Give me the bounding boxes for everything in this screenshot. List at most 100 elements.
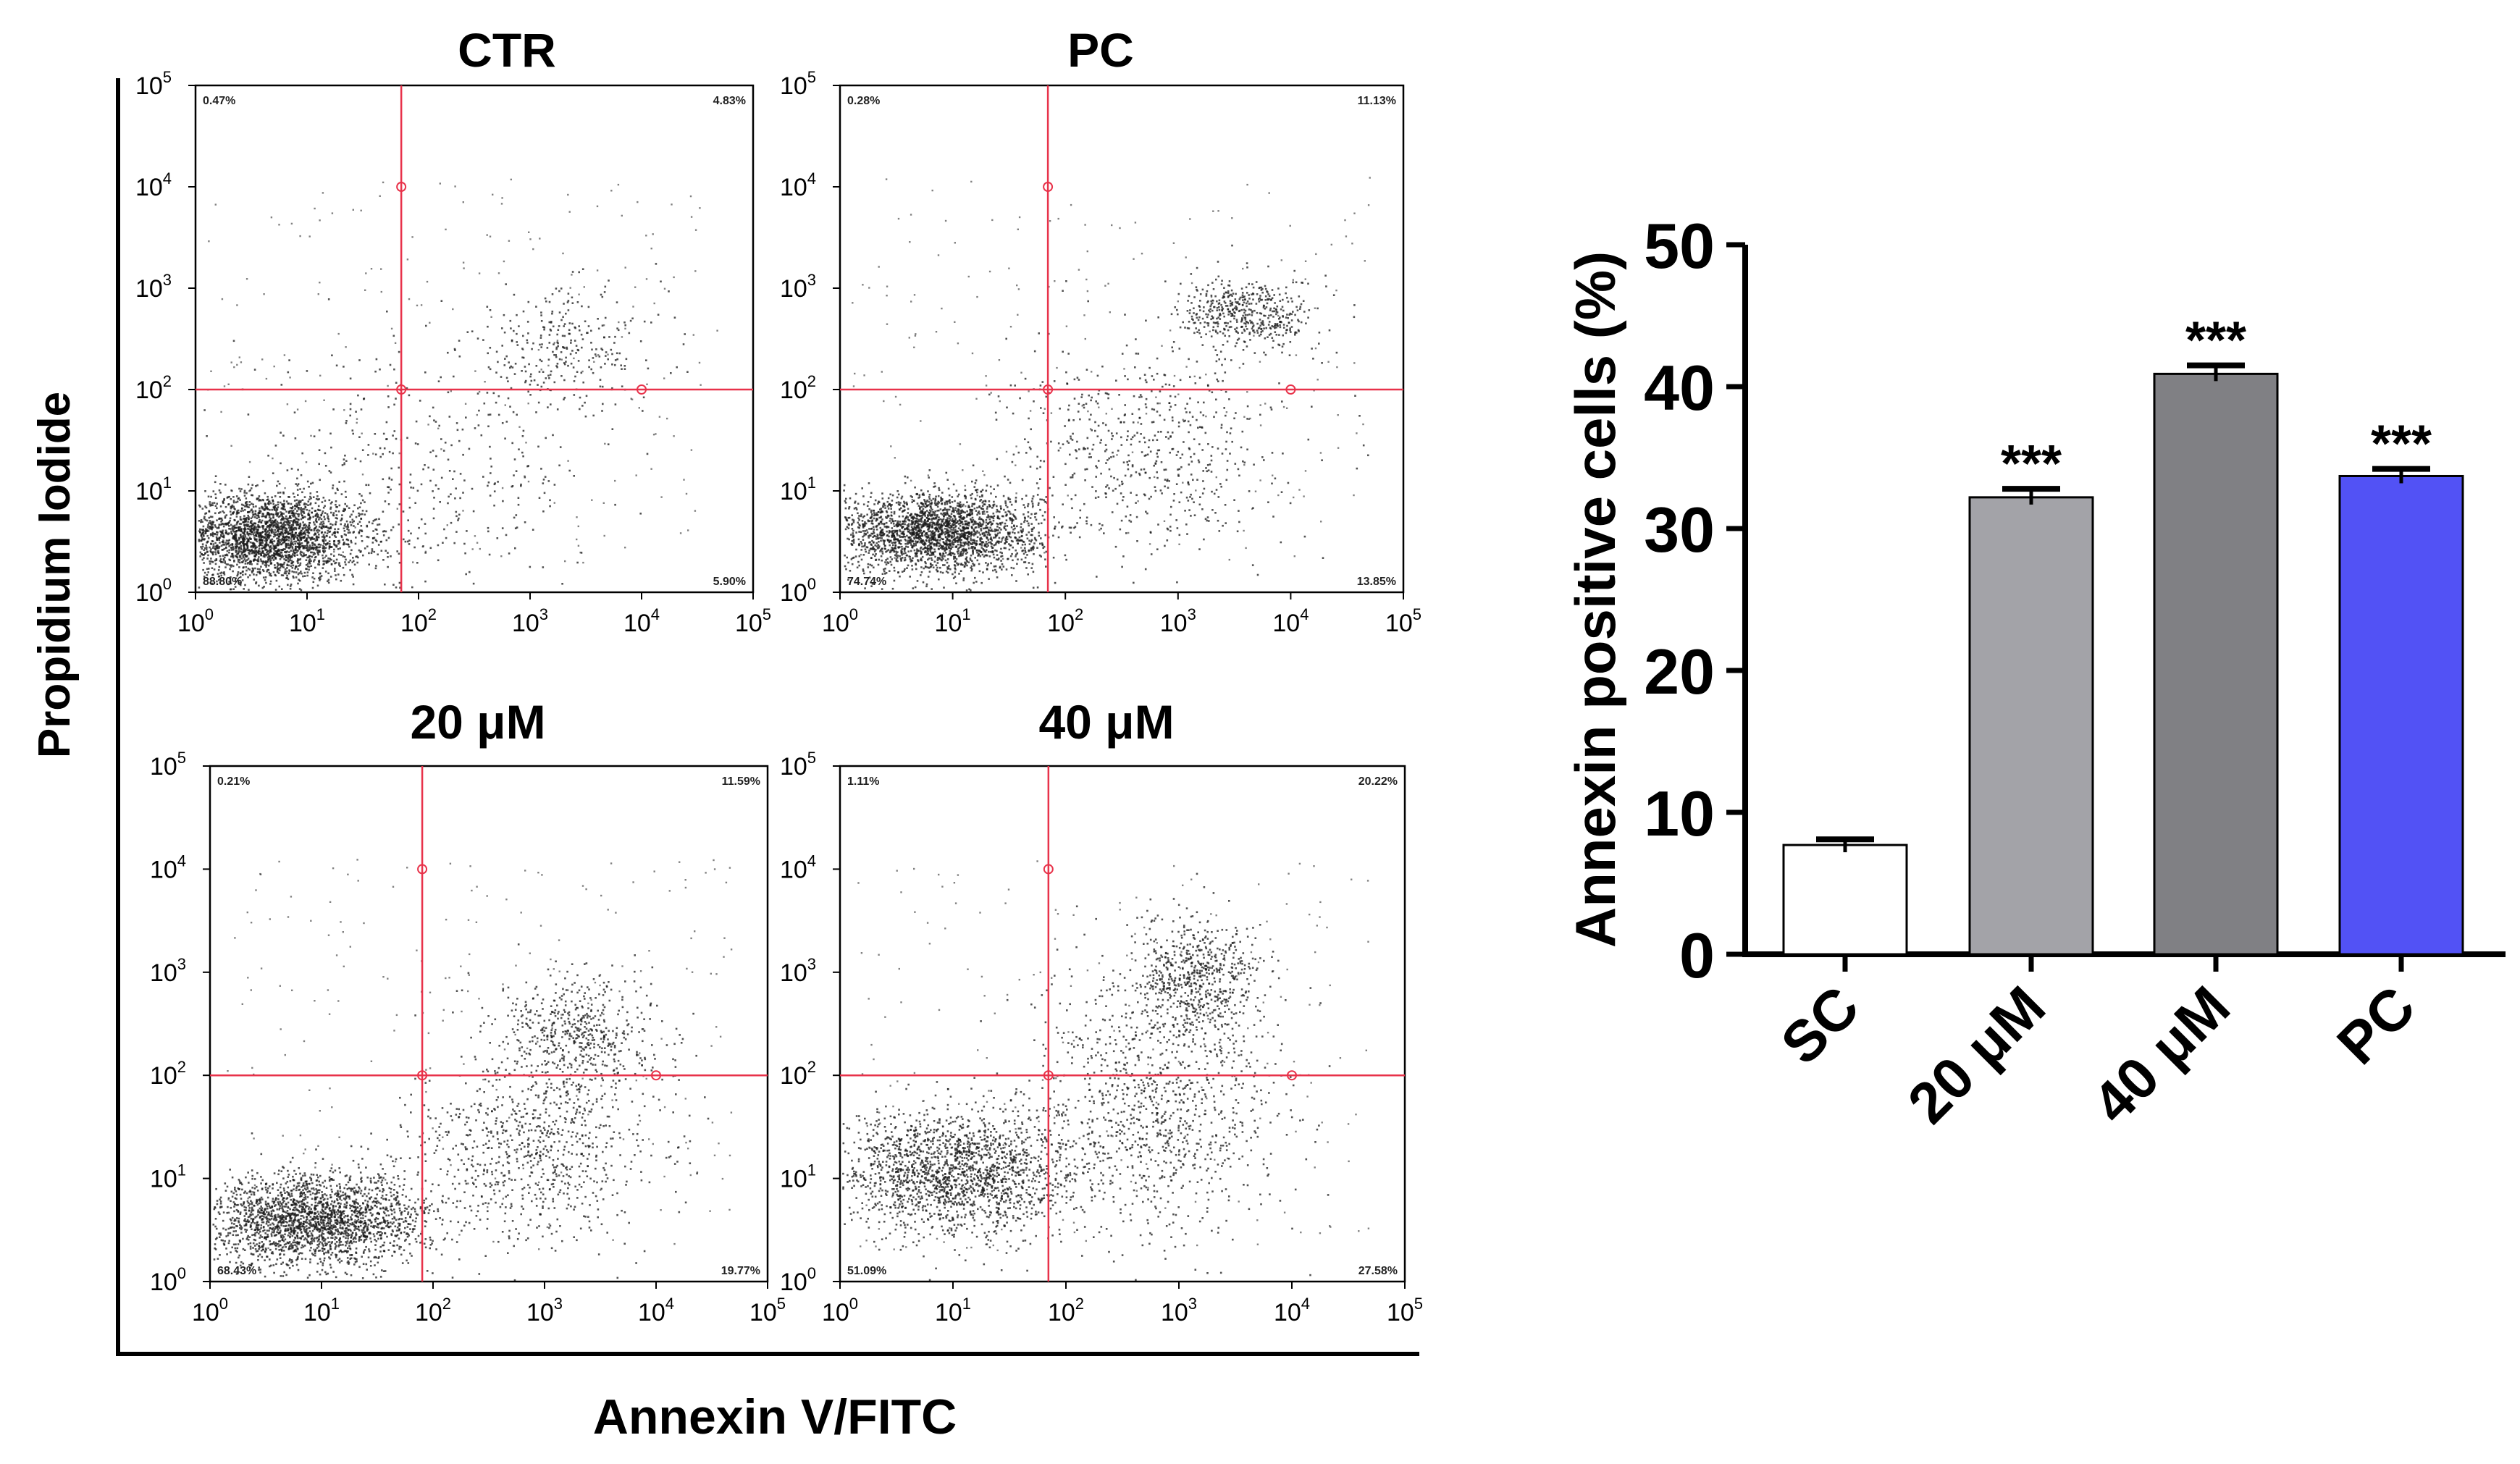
event-dot bbox=[915, 544, 917, 547]
event-dot bbox=[1018, 536, 1021, 539]
event-dot bbox=[306, 537, 308, 539]
event-dot bbox=[500, 555, 503, 558]
event-dots bbox=[198, 178, 718, 592]
event-dot bbox=[259, 532, 261, 534]
event-dot bbox=[370, 268, 373, 270]
event-dot bbox=[264, 522, 266, 525]
event-dot bbox=[555, 346, 558, 349]
event-dot bbox=[256, 514, 259, 517]
event-dot bbox=[482, 476, 484, 478]
event-dot bbox=[303, 540, 306, 542]
event-dot bbox=[295, 551, 298, 554]
event-dot bbox=[211, 534, 214, 536]
event-dot bbox=[301, 499, 304, 501]
event-dot bbox=[214, 553, 217, 555]
event-dot bbox=[532, 529, 534, 531]
event-dot bbox=[303, 532, 306, 534]
event-dot bbox=[280, 552, 283, 554]
event-dot bbox=[266, 553, 269, 556]
event-dot bbox=[322, 536, 325, 538]
event-dot bbox=[395, 382, 398, 384]
event-dot bbox=[873, 531, 875, 534]
event-dot bbox=[945, 508, 948, 511]
y-tick-label: 105 bbox=[135, 68, 172, 100]
event-dot bbox=[936, 539, 939, 541]
event-dot bbox=[334, 531, 336, 533]
event-dot bbox=[274, 523, 277, 526]
event-dot bbox=[910, 513, 912, 516]
event-dot bbox=[334, 570, 336, 572]
event-dot bbox=[322, 554, 324, 557]
event-dot bbox=[949, 553, 952, 556]
event-dot bbox=[924, 565, 927, 568]
event-dot bbox=[253, 573, 255, 576]
event-dot bbox=[267, 513, 269, 516]
event-dot bbox=[214, 505, 217, 507]
event-dot bbox=[335, 521, 337, 523]
event-dot bbox=[327, 557, 329, 560]
event-dot bbox=[328, 560, 331, 563]
event-dot bbox=[272, 457, 274, 460]
event-dot bbox=[277, 516, 280, 518]
event-dot bbox=[1007, 558, 1009, 560]
event-dot bbox=[617, 183, 620, 186]
event-dot bbox=[270, 528, 273, 531]
event-dot bbox=[927, 576, 930, 578]
event-dot bbox=[208, 510, 211, 513]
event-dot bbox=[990, 530, 992, 532]
event-dot bbox=[477, 424, 480, 426]
event-dot bbox=[284, 508, 286, 511]
event-dot bbox=[926, 537, 928, 539]
event-dot bbox=[543, 492, 546, 495]
event-dot bbox=[360, 525, 363, 527]
event-dot bbox=[282, 513, 285, 515]
event-dot bbox=[307, 513, 309, 516]
event-dot bbox=[1027, 522, 1030, 525]
event-dot bbox=[1005, 536, 1008, 539]
event-dot bbox=[313, 534, 316, 536]
event-dot bbox=[230, 445, 232, 447]
event-dot bbox=[864, 530, 866, 532]
event-dot bbox=[255, 552, 257, 555]
event-dot bbox=[255, 554, 257, 556]
event-dot bbox=[962, 542, 965, 544]
event-dot bbox=[953, 555, 955, 558]
event-dot bbox=[335, 574, 337, 576]
event-dot bbox=[265, 565, 267, 568]
event-dot bbox=[280, 511, 282, 513]
event-dot bbox=[291, 512, 294, 514]
event-dot bbox=[244, 573, 247, 576]
event-dot bbox=[942, 512, 945, 515]
event-dot bbox=[896, 556, 899, 559]
event-dot bbox=[931, 502, 933, 505]
event-dot bbox=[333, 541, 335, 543]
event-dot bbox=[690, 216, 693, 218]
event-dot bbox=[1001, 555, 1004, 558]
event-dot bbox=[287, 371, 290, 374]
event-dot bbox=[316, 550, 319, 552]
event-dot bbox=[576, 371, 579, 373]
event-dot bbox=[513, 329, 515, 332]
event-dot bbox=[301, 555, 303, 558]
event-dot bbox=[650, 468, 652, 470]
event-dot bbox=[915, 542, 917, 544]
event-dot bbox=[202, 529, 204, 531]
event-dot bbox=[289, 557, 292, 560]
event-dot bbox=[907, 476, 909, 479]
event-dot bbox=[891, 547, 893, 549]
event-dot bbox=[542, 326, 545, 328]
event-dot bbox=[931, 554, 933, 556]
event-dot bbox=[1027, 502, 1030, 505]
event-dot bbox=[372, 530, 374, 532]
event-dot bbox=[339, 547, 341, 550]
event-dot bbox=[291, 567, 294, 569]
event-dot bbox=[535, 365, 538, 367]
event-dot bbox=[999, 551, 1001, 554]
event-dot bbox=[287, 520, 290, 522]
event-dot bbox=[309, 537, 311, 539]
event-dot bbox=[673, 276, 675, 279]
event-dot bbox=[300, 589, 303, 592]
event-dot bbox=[962, 564, 964, 566]
event-dot bbox=[392, 335, 395, 337]
event-dot bbox=[592, 371, 595, 374]
